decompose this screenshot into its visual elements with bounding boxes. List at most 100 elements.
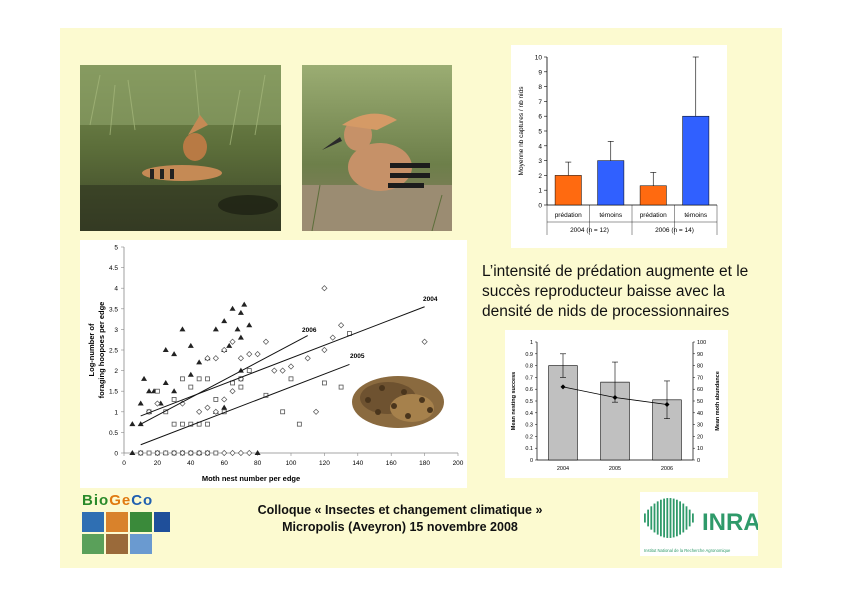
x-tick-label: 140 (352, 460, 363, 467)
x-axis-label: Moth nest number per edge (202, 474, 300, 483)
point-2006 (229, 305, 236, 311)
point-2004 (421, 338, 428, 345)
inra-wordmark: INRA (702, 509, 758, 536)
x-tick-label: 2005 (609, 466, 621, 472)
trend-line-2006 (140, 335, 308, 425)
hoopoe-scatter-chart: 0 0.5 1 1.5 2 2.5 3 3.5 4 4.5 5 0 20 40 60 80 100 120 140 1… (80, 240, 467, 488)
inra-stripe (685, 506, 688, 530)
biogeco-letter: o (143, 492, 154, 509)
x-tick-label: 20 (154, 460, 162, 467)
left-tick-label: 0 (530, 458, 533, 464)
point-2004 (338, 322, 345, 329)
left-tick-label: 0.3 (525, 423, 533, 429)
point-2004 (254, 351, 261, 358)
y-tick-label: 3.5 (109, 306, 118, 313)
point-2004 (279, 367, 286, 374)
right-tick-label: 100 (697, 340, 706, 346)
point-2004 (204, 449, 211, 457)
right-tick-label: 60 (697, 387, 703, 393)
point-2006 (137, 400, 144, 406)
point-2005 (196, 376, 202, 382)
biogeco-letter: i (93, 492, 100, 509)
predation-bar-chart: 0 1 2 3 4 5 6 7 8 9 10 Moyenne nb captures / nb nid… (511, 45, 727, 248)
x-tick-label: 180 (419, 460, 430, 467)
point-2004 (262, 338, 270, 345)
point-2004 (196, 408, 203, 415)
biogeco-letter: G (109, 492, 122, 509)
y-tick-label: 2.5 (109, 348, 118, 355)
point-2004 (137, 449, 144, 457)
point-2004 (154, 400, 161, 407)
point-2004 (204, 355, 211, 362)
hoopoe-photo-1 (80, 65, 281, 231)
biogeco-letter: o (99, 492, 110, 509)
main-text: L’intensité de prédation augmente et le … (482, 263, 749, 320)
point-2006 (254, 450, 261, 455)
y-tick-label: 2 (114, 368, 118, 375)
left-axis-label: Mean nesting success (511, 372, 517, 430)
point-2005 (171, 421, 177, 427)
point-2004 (145, 408, 153, 415)
y-tick-label: 7 (538, 99, 542, 106)
point-2004 (287, 363, 295, 370)
x-tick-label: 0 (122, 460, 126, 467)
hoopoe-photo-2 (302, 65, 452, 231)
x-tick-label: 80 (254, 460, 262, 467)
point-2006 (162, 379, 169, 385)
point-2005 (205, 421, 210, 427)
y-tick-label: 1 (538, 188, 542, 195)
y-tick-label: 8 (538, 84, 542, 91)
x-tick-label: 160 (386, 460, 397, 467)
y-tick-label: 6 (538, 114, 542, 121)
point-2006 (162, 347, 169, 352)
x-tick-label: 2004 (557, 466, 569, 472)
footer-line-2: Micropolis (Aveyron) 15 novembre 2008 (282, 520, 518, 534)
inra-stripe (647, 509, 649, 527)
right-tick-label: 70 (697, 375, 703, 381)
point-2006 (212, 326, 219, 332)
x-tick-label: 2006 (661, 466, 673, 472)
point-2006 (246, 322, 253, 328)
x-tick-label: prédation (555, 212, 582, 219)
x-tick-label: 100 (286, 460, 297, 467)
inra-stripe (666, 498, 669, 538)
right-axis-label: Mean moth abundance (715, 371, 721, 431)
y-tick-label: 0 (538, 203, 542, 210)
point-2005 (280, 409, 286, 415)
point-2004 (246, 449, 253, 457)
point-2006 (221, 404, 228, 410)
x-tick-label: 120 (319, 460, 330, 467)
point-2004 (271, 367, 278, 374)
inra-stripe (656, 501, 659, 535)
left-tick-label: 0.7 (525, 375, 533, 381)
y-tick-label: 9 (538, 69, 542, 76)
left-tick-label: 0.9 (525, 352, 533, 358)
point-2005 (246, 368, 252, 374)
point-2006 (146, 388, 153, 394)
point-2005 (188, 384, 194, 390)
point-2005 (171, 397, 177, 402)
inra-stripe (676, 499, 678, 537)
left-tick-label: 0.5 (525, 399, 533, 405)
left-tick-label: 1 (530, 340, 533, 346)
y-tick-label: 3 (538, 158, 542, 165)
point-2004 (204, 404, 211, 411)
y-tick-label: 1.5 (109, 389, 118, 396)
point-2004 (312, 408, 320, 415)
y-tick-label: 5 (538, 129, 542, 136)
y-tick-label: 5 (114, 245, 118, 252)
group-label: 2004 (n = 12) (570, 227, 609, 234)
point-2006 (234, 326, 241, 332)
right-tick-label: 40 (697, 411, 703, 417)
right-tick-label: 30 (697, 423, 703, 429)
point-2004 (221, 449, 228, 457)
x-tick-label: 200 (453, 460, 464, 467)
point-2005 (163, 450, 169, 456)
point-2006 (226, 342, 233, 348)
point-2006 (187, 371, 194, 377)
biogeco-letter: B (82, 492, 94, 509)
biogeco-letter: e (121, 492, 132, 509)
y-tick-label: 1 (114, 409, 118, 416)
point-2004 (171, 449, 178, 457)
point-2006 (129, 421, 136, 427)
